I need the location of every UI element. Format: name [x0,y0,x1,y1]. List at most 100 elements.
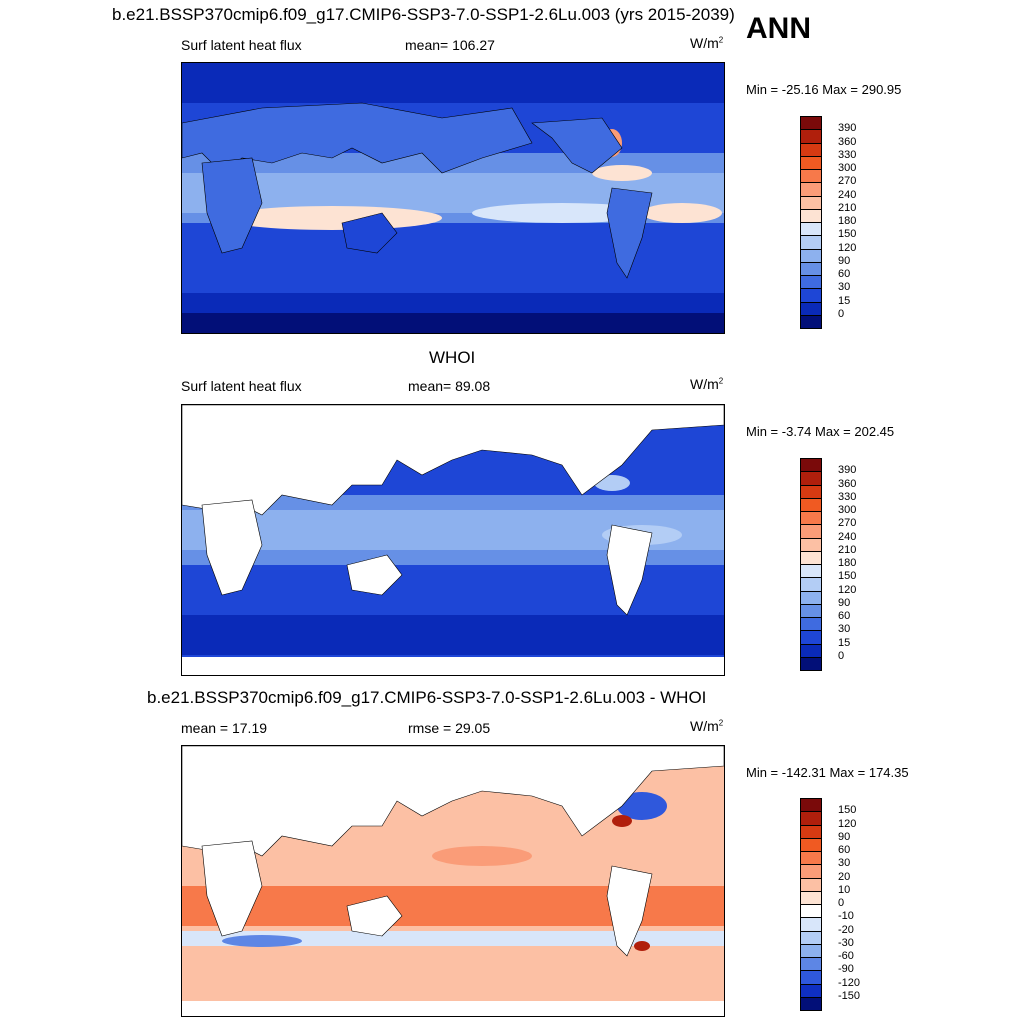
colorbar-swatch [800,983,822,998]
obs-map [181,404,725,676]
diff-map [181,745,725,1017]
colorbar-swatch [800,235,822,250]
colorbar-tick-label: 120 [838,817,857,830]
colorbar-tick-label: 330 [838,148,857,161]
panel-model-mean: mean= 106.27 [405,37,495,53]
colorbar-swatch [800,851,822,866]
colorbar-swatch [800,195,822,210]
colorbar-tick-label: 300 [838,162,857,174]
colorbar-swatch [800,182,822,197]
colorbar-tick-label: 90 [838,596,851,609]
colorbar-tick-label: 60 [838,268,851,280]
colorbar-tick-label: 150 [838,804,857,817]
colorbar-tick-label: 20 [838,870,851,883]
colorbar-tick-label: 330 [838,490,857,503]
colorbar-tick-label: -120 [838,976,861,989]
colorbar-tick-label: 360 [838,135,857,148]
colorbar-tick-label: 390 [838,122,857,135]
colorbar-swatch [800,288,822,303]
colorbar-swatch [800,943,822,958]
panel-diff-minmax: Min = -142.31 Max = 174.35 [746,765,909,780]
colorbar-swatch [800,129,822,144]
colorbar-tick-label: 180 [838,215,857,227]
colorbar-tick-label: 270 [838,175,857,188]
colorbar-swatch [800,590,822,605]
colorbar-swatch [800,248,822,263]
colorbar-tick-label: 30 [838,281,851,294]
colorbar-swatch [800,630,822,645]
panel-diff-title: b.e21.BSSP370cmip6.f09_g17.CMIP6-SSP3-7.… [147,688,707,707]
colorbar-swatch [800,142,822,157]
colorbar-tick-label: 60 [838,610,851,622]
colorbar-tick-label: 30 [838,623,851,636]
model-colorbar: 390 360 330 300 270 240 210 180 150 120 90 60 30 15 0 [800,116,856,329]
panel-model-units: W/m2 [690,35,724,51]
colorbar-swatch [800,877,822,892]
panel-model-minmax: Min = -25.16 Max = 290.95 [746,82,902,97]
colorbar-tick-label: 360 [838,477,857,490]
colorbar-swatch [800,471,822,486]
colorbar-tick-label: 120 [838,241,857,254]
colorbar-swatch [800,458,822,473]
colorbar-swatch [800,643,822,658]
colorbar-tick-label: 120 [838,583,857,596]
colorbar-swatch [800,524,822,539]
colorbar-swatch [800,169,822,184]
colorbar-swatch [800,275,822,290]
colorbar-tick-label: 0 [838,307,845,320]
colorbar-swatch [800,798,822,813]
colorbar-tick-label: 90 [838,254,851,267]
panel-diff-mean: mean = 17.19 [181,720,268,736]
colorbar-swatch [800,904,822,919]
panel-obs-minmax: Min = -3.74 Max = 202.45 [746,424,895,439]
colorbar-tick-label: 270 [838,517,857,530]
colorbar-swatch [800,837,822,852]
colorbar-swatch [800,155,822,170]
colorbar-swatch [800,484,822,499]
colorbar-tick-label: -60 [838,950,854,962]
panel-obs-mean: mean= 89.08 [408,378,491,394]
colorbar-tick-label: 30 [838,857,851,870]
panel-obs-units: W/m2 [690,376,724,392]
colorbar-swatch [800,550,822,565]
colorbar-swatch [800,537,822,552]
colorbar-swatch [800,890,822,905]
panel-model-variable: Surf latent heat flux [181,37,302,53]
panel-obs-title: WHOI [429,348,476,367]
colorbar-tick-label: 150 [838,570,857,583]
season-label: ANN [746,12,811,45]
colorbar-swatch [800,564,822,579]
colorbar-tick-label: 240 [838,530,857,543]
colorbar-swatch [800,656,822,671]
colorbar-swatch [800,617,822,632]
colorbar-swatch [800,261,822,276]
panel-diff-units: W/m2 [690,718,724,734]
case-title: b.e21.BSSP370cmip6.f09_g17.CMIP6-SSP3-7.… [112,5,735,24]
colorbar-tick-label: 300 [838,504,857,516]
colorbar-swatch [800,116,822,131]
colorbar-swatch [800,917,822,932]
colorbar-tick-label: -30 [838,936,854,949]
colorbar-tick-label: 210 [838,201,857,214]
colorbar-tick-label: 210 [838,543,857,556]
colorbar-swatch [800,824,822,839]
colorbar-swatch [800,957,822,972]
colorbar-swatch [800,301,822,316]
colorbar-swatch [800,970,822,985]
colorbar-swatch [800,603,822,618]
colorbar-tick-label: 15 [838,294,851,307]
colorbar-swatch [800,811,822,826]
model-map [181,62,725,334]
colorbar-swatch [800,577,822,592]
colorbar-tick-label: 60 [838,844,851,856]
colorbar-tick-label: 0 [838,897,845,909]
colorbar-tick-label: -20 [838,923,854,936]
colorbar-swatch [800,864,822,879]
colorbar-tick-label: 180 [838,557,857,569]
colorbar-tick-label: 390 [838,464,857,477]
colorbar-swatch [800,930,822,945]
diff-colorbar: 150 120 90 60 30 20 10 0 -10 -20 -30 -60 -90 -120 -150 [800,798,860,1011]
colorbar-tick-label: -10 [838,910,854,923]
colorbar-swatch [800,497,822,512]
colorbar-tick-label: -150 [838,989,861,1002]
